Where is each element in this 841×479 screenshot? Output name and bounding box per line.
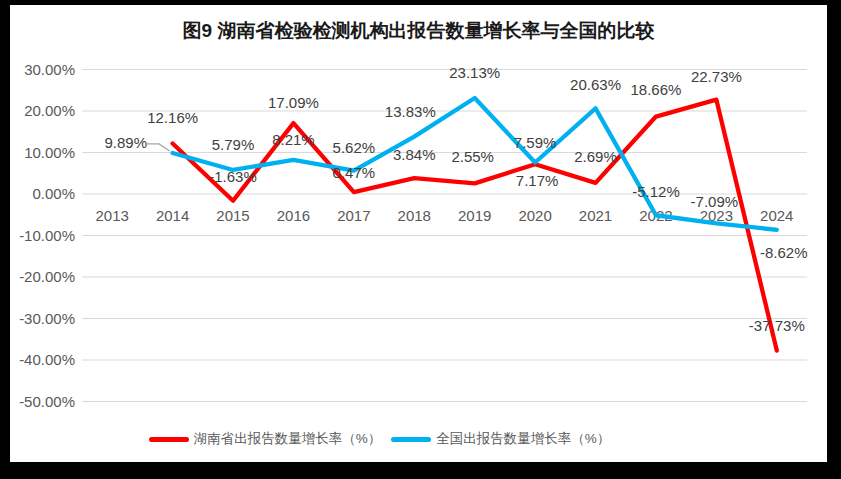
data-label: -1.63% — [209, 168, 257, 185]
x-axis-label: 2015 — [216, 207, 249, 224]
line-chart-plot: 30.00% 20.00% 10.00% 0.00% -10.00% -20.00% -30… — [0, 0, 841, 479]
data-label: 5.79% — [212, 136, 255, 153]
x-axis-label: 2017 — [337, 207, 370, 224]
x-axis-label: 2018 — [398, 207, 431, 224]
legend-item-hunan: 湖南省出报告数量增长率（%） — [149, 430, 382, 448]
data-label: 5.62% — [333, 139, 376, 156]
chart-legend: 湖南省出报告数量增长率（%） 全国出报告数量增长率（%） — [0, 430, 788, 448]
x-axis-label: 2021 — [579, 207, 612, 224]
data-label: 13.83% — [385, 103, 436, 120]
y-axis-tick-label: 20.00% — [24, 102, 75, 119]
legend-item-national: 全国出报告数量增长率（%） — [391, 430, 610, 448]
y-axis-tick-label: -10.00% — [19, 227, 75, 244]
label-leader-line — [147, 144, 170, 151]
data-label: 9.89% — [104, 134, 147, 151]
x-axis-label: 2014 — [156, 207, 189, 224]
data-label: 23.13% — [449, 64, 500, 81]
data-label: 22.73% — [691, 68, 742, 85]
x-axis-label: 2020 — [518, 207, 551, 224]
data-label: 0.47% — [333, 164, 376, 181]
x-axis-label: 2019 — [458, 207, 491, 224]
y-axis-tick-label: -40.00% — [19, 351, 75, 368]
data-label: -5.12% — [632, 183, 680, 200]
chart-title: 图9 湖南省检验检测机构出报告数量增长率与全国的比较 — [10, 18, 827, 44]
data-label: 3.84% — [393, 146, 436, 163]
data-label: 8.21% — [272, 131, 315, 148]
y-axis-tick-label: 30.00% — [24, 61, 75, 78]
legend-label-hunan: 湖南省出报告数量增长率（%） — [194, 430, 382, 448]
y-axis-tick-label: -30.00% — [19, 310, 75, 327]
x-axis-label: 2024 — [760, 207, 793, 224]
y-axis-tick-label: -50.00% — [19, 393, 75, 410]
data-label: -7.09% — [691, 193, 739, 210]
screenshot-stage: 30.00% 20.00% 10.00% 0.00% -10.00% -20.00% -30… — [0, 0, 841, 479]
data-label: 12.16% — [147, 109, 198, 126]
series-line-hunan — [173, 100, 777, 351]
data-label: 7.17% — [516, 172, 559, 189]
y-axis-tick-label: -20.00% — [19, 268, 75, 285]
data-label: 17.09% — [268, 94, 319, 111]
y-axis-tick-label: 10.00% — [24, 144, 75, 161]
x-axis-label: 2016 — [277, 207, 310, 224]
data-label: -37.73% — [749, 317, 805, 334]
legend-swatch-national-line — [391, 437, 431, 442]
data-label: 2.55% — [451, 148, 494, 165]
data-label: -8.62% — [760, 244, 808, 261]
data-label: 7.59% — [514, 134, 557, 151]
legend-swatch-hunan-line — [149, 437, 189, 442]
legend-label-national: 全国出报告数量增长率（%） — [436, 430, 610, 448]
y-axis-tick-label: 0.00% — [32, 185, 75, 202]
data-label: 20.63% — [570, 76, 621, 93]
data-label: 2.69% — [574, 148, 617, 165]
data-label: 18.66% — [631, 81, 682, 98]
x-axis-label: 2013 — [96, 207, 129, 224]
